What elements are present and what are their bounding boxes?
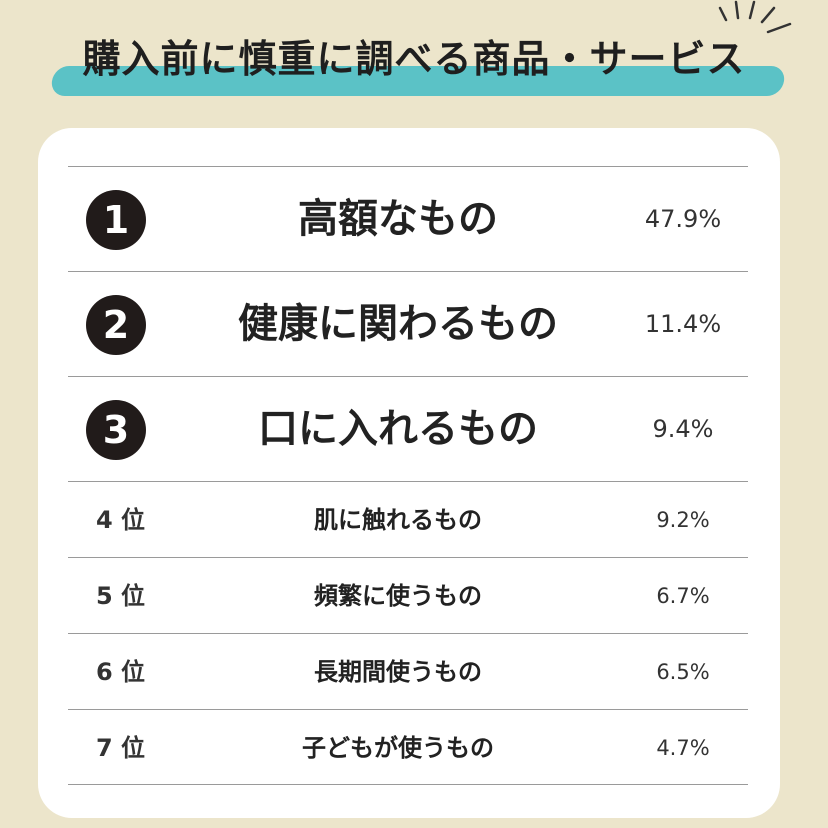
rank-badge-1: 1 (86, 190, 146, 250)
ranking-row-4: 4 位 肌に触れるもの 9.2% (68, 481, 748, 557)
item-percent: 11.4% (644, 310, 722, 338)
rank-label: 6 位 (96, 658, 146, 686)
item-label: 高額なもの (298, 196, 498, 242)
ranking-list: 1 高額なもの 47.9% 2 健康に関わるもの 11.4% 3 口に入れるもの… (68, 166, 748, 785)
ranking-row-3: 3 口に入れるもの 9.4% (68, 376, 748, 481)
item-label: 肌に触れるもの (314, 506, 482, 534)
ranking-row-7: 7 位 子どもが使うもの 4.7% (68, 709, 748, 785)
rank-badge-3: 3 (86, 400, 146, 460)
rank-label: 4 位 (96, 506, 146, 534)
rank-label: 7 位 (96, 734, 146, 762)
item-percent: 4.7% (656, 736, 710, 760)
ranking-row-2: 2 健康に関わるもの 11.4% (68, 271, 748, 376)
ranking-card: 1 高額なもの 47.9% 2 健康に関わるもの 11.4% 3 口に入れるもの… (38, 128, 780, 818)
item-label: 子どもが使うもの (302, 734, 494, 762)
item-label: 頻繁に使うもの (314, 582, 482, 610)
sparkle-icon (718, 0, 792, 34)
item-label: 長期間使うもの (314, 658, 482, 686)
item-percent: 47.9% (644, 205, 722, 233)
ranking-row-6: 6 位 長期間使うもの 6.5% (68, 633, 748, 709)
item-label: 健康に関わるもの (238, 301, 558, 347)
item-label: 口に入れるもの (258, 406, 538, 452)
item-percent: 9.2% (656, 508, 710, 532)
page-title: 購入前に慎重に調べる商品・サービス (82, 37, 746, 81)
rank-badge-2: 2 (86, 295, 146, 355)
ranking-row-5: 5 位 頻繁に使うもの 6.7% (68, 557, 748, 633)
rank-label: 5 位 (96, 582, 146, 610)
item-percent: 6.7% (656, 584, 710, 608)
item-percent: 6.5% (656, 660, 710, 684)
item-percent: 9.4% (652, 415, 714, 443)
title-area: 購入前に慎重に調べる商品・サービス (0, 0, 828, 110)
ranking-row-1: 1 高額なもの 47.9% (68, 166, 748, 271)
